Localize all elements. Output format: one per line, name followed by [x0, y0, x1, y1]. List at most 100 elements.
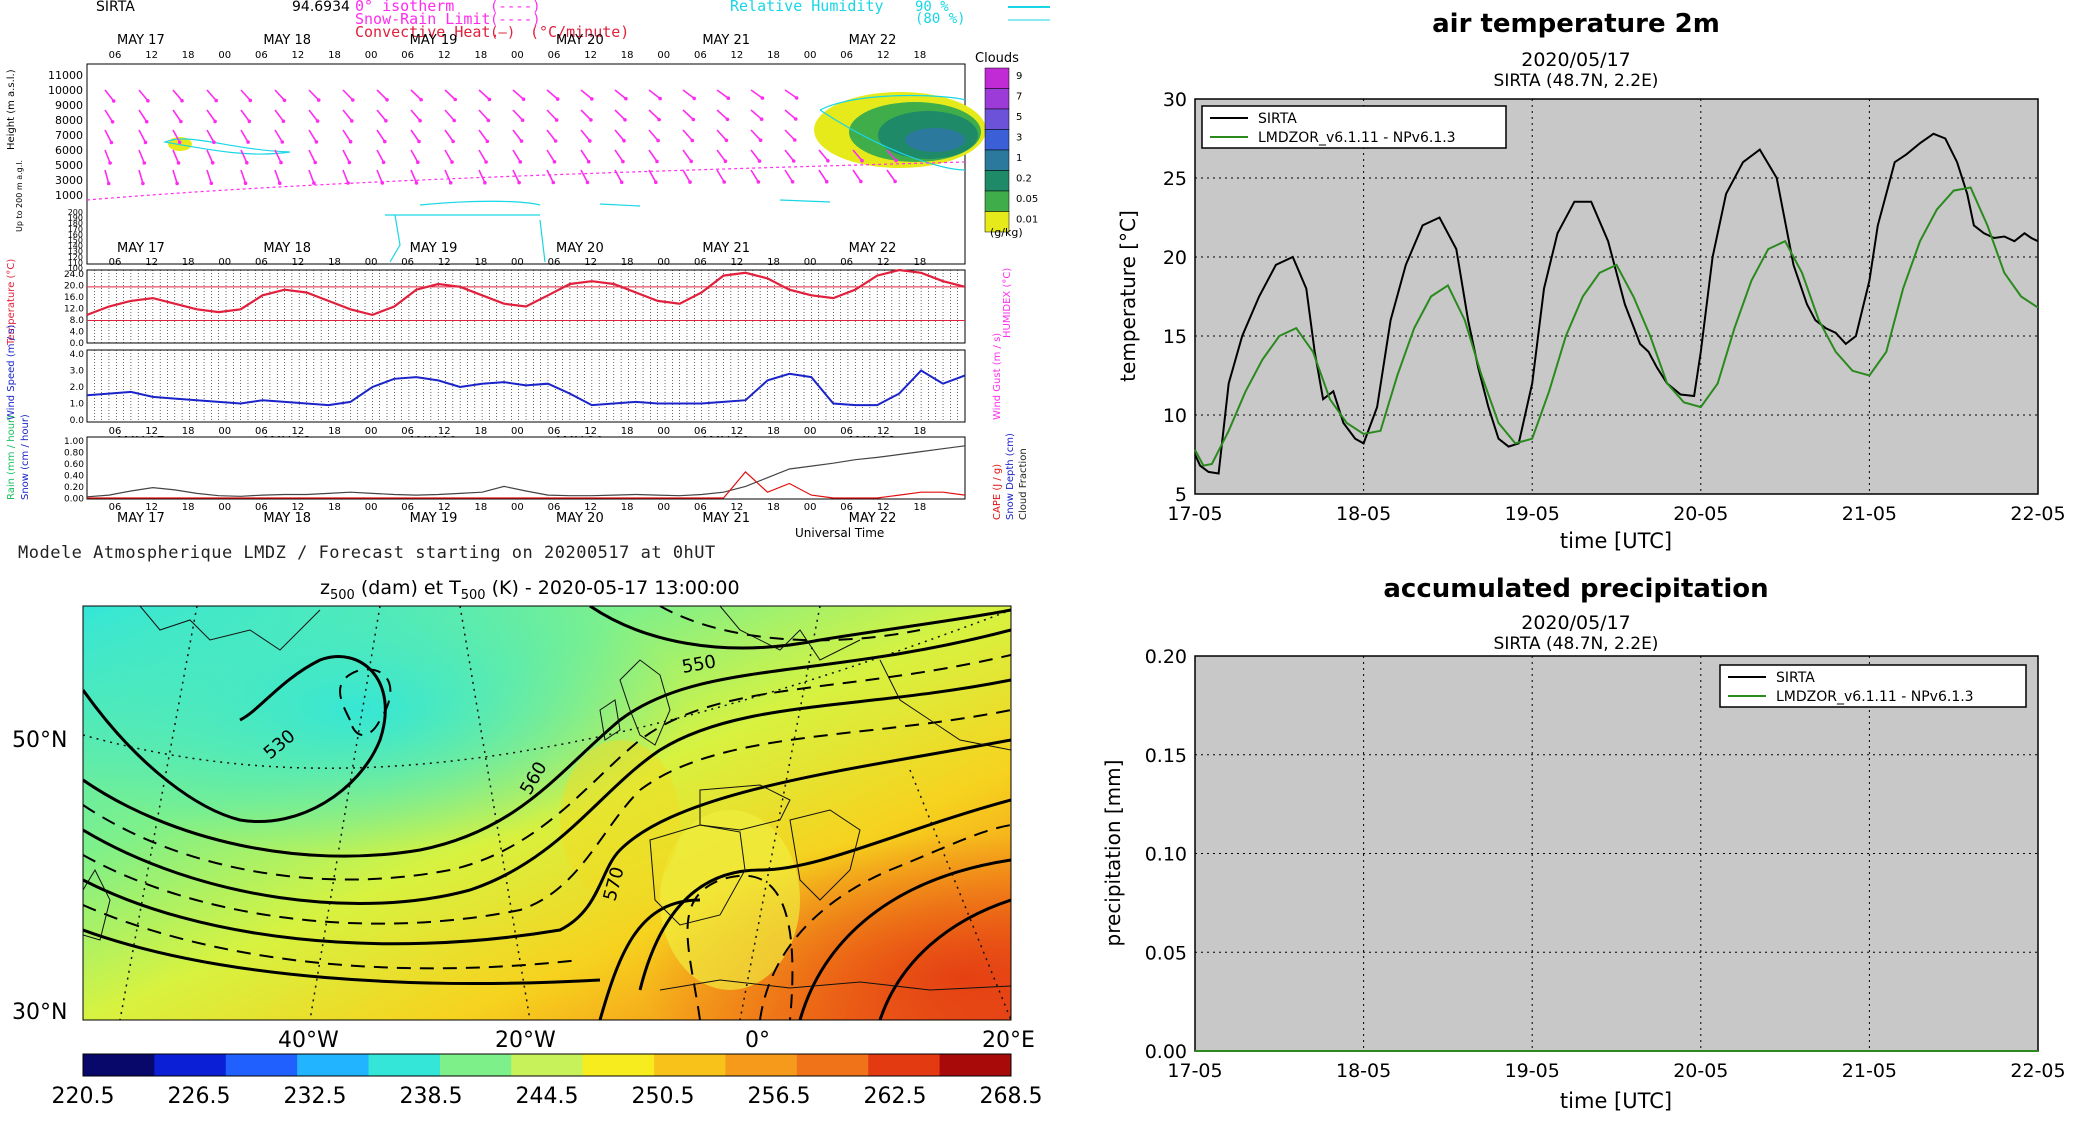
wind-arrow-head [110, 120, 115, 124]
hour-label: 12 [292, 426, 305, 437]
wind-arrow-head [624, 96, 628, 101]
wind-tick-label: 1.0 [70, 400, 85, 410]
colorbar-tick-label: 232.5 [284, 1084, 347, 1109]
day-label: MAY 18 [263, 33, 311, 48]
clouds-colorbar-cell [984, 129, 1010, 151]
hour-label: 18 [474, 426, 487, 437]
hour-label: 12 [584, 502, 597, 513]
graticule [83, 606, 1011, 1020]
wind-arrow-head [179, 119, 183, 124]
hour-label: 18 [328, 50, 341, 61]
wind-arrow [308, 129, 318, 143]
wind-arrow-head [142, 161, 147, 165]
colorbar-tick-label: 268.5 [980, 1084, 1043, 1109]
wind-arrow-head [108, 161, 112, 165]
hour-label: 00 [657, 426, 670, 437]
wind-arrow [376, 129, 386, 143]
hour-label: 00 [365, 426, 378, 437]
rain-tick-label: 1.00 [64, 437, 84, 447]
hour-label: 12 [292, 502, 305, 513]
wind-arrow-head [519, 139, 524, 143]
wind-arrow [716, 169, 725, 183]
wind-arrow [104, 109, 114, 123]
rain-tick-label: 0.20 [64, 483, 84, 493]
wind-arrow-head [248, 98, 253, 103]
wind-arrow [886, 149, 897, 162]
hour-label: 06 [109, 426, 122, 437]
wind-arrow-head [760, 96, 765, 100]
wind-arrow [138, 109, 148, 123]
legend-snow-rain-dash: (----) [490, 12, 541, 28]
wind-arrow [444, 89, 456, 101]
height-tick-label: 100 [68, 264, 83, 273]
colorbar-tick-label: 220.5 [52, 1084, 115, 1109]
hour-label: 12 [877, 426, 890, 437]
wind-arrow [274, 169, 281, 184]
colorbar-tick-label: 256.5 [748, 1084, 811, 1109]
wind-arrow [648, 169, 657, 183]
wind-arrow [716, 129, 727, 141]
hour-label: 18 [767, 257, 780, 268]
hour-label: 06 [840, 257, 853, 268]
wind-arrow [206, 109, 216, 122]
temp-tick-label: 20.0 [64, 282, 84, 292]
wind-arrow-head [791, 159, 796, 163]
chart-subtitle: 2020/05/17 [1521, 49, 1631, 71]
wind-ticks: 4.0 3.0 2.0 1.0 0.0 [70, 350, 85, 426]
wind-tick-label: 0.0 [70, 416, 85, 426]
wind-arrow [614, 129, 625, 142]
wind-arrow [784, 109, 797, 120]
hour-label: 06 [694, 50, 707, 61]
wind-arrow [308, 169, 315, 184]
hour-label: 12 [877, 257, 890, 268]
wind-arrow-head [724, 138, 729, 143]
x-axis-label: time [UTC] [1560, 1089, 1672, 1113]
height-tick-label: 150 [68, 236, 83, 245]
wind-arrow [750, 129, 762, 141]
colorbar-tick-label: 244.5 [516, 1084, 579, 1109]
colorbar-cell [368, 1054, 441, 1076]
wind-arrow [716, 149, 727, 162]
chart-subtitle-station: SIRTA (48.7N, 2.2E) [1494, 634, 1659, 654]
wind-arrow [512, 89, 525, 100]
wind-arrow-head [385, 98, 389, 102]
clouds-colorbar-cell [984, 108, 1010, 130]
day-label: MAY 19 [410, 33, 458, 48]
height-tick-label: 180 [68, 219, 83, 228]
x-tick-label: 18-05 [1336, 1060, 1391, 1082]
wind-arrow [716, 89, 729, 99]
wind-arrow [546, 149, 556, 163]
colorbar-cell [439, 1054, 512, 1076]
height-tick-label: 3000 [55, 174, 83, 187]
wind-arrow-head [282, 98, 287, 103]
x-tick-label: 17-05 [1167, 503, 1222, 525]
wind-arrow-head [143, 140, 148, 145]
wind-arrow [274, 149, 282, 163]
hour-label: 06 [694, 502, 707, 513]
wind-arrow-head [793, 117, 798, 121]
colorbar-cell [83, 1054, 155, 1076]
rain-tick-label: 0.60 [64, 460, 84, 470]
hour-label: 06 [401, 426, 414, 437]
height-tick-label: 9000 [55, 99, 83, 112]
wind-arrow [172, 89, 183, 102]
hour-label: 12 [584, 426, 597, 437]
wind-arrow [410, 169, 418, 184]
wind-arrow [274, 109, 285, 122]
day-labels-bottom: MAY 17 MAY 18 MAY 19 MAY 20 MAY 21 MAY 22 [117, 511, 896, 526]
temp-tick-label: 16.0 [64, 293, 84, 303]
clouds-colorbar-label: 9 [1016, 71, 1022, 82]
hour-label: 18 [621, 257, 634, 268]
hour-labels-wind: 06 12 18 00 06 12 18 00 06 12 18 00 06 12 18 00 06 12 18 00… [109, 426, 927, 437]
wind-arrow [648, 149, 658, 162]
wind-arrow [444, 109, 455, 122]
wind-arrow [308, 149, 316, 163]
hour-label: 18 [182, 50, 195, 61]
legend-convective-line: (—) [490, 25, 515, 41]
hour-label: 18 [621, 50, 634, 61]
x-axis-label: time [UTC] [1560, 529, 1672, 553]
clouds-colorbar-label: 0.05 [1016, 194, 1038, 205]
wind-arrow [580, 109, 592, 121]
wind-arrow-head [418, 118, 422, 123]
wind-arrow [580, 89, 593, 100]
